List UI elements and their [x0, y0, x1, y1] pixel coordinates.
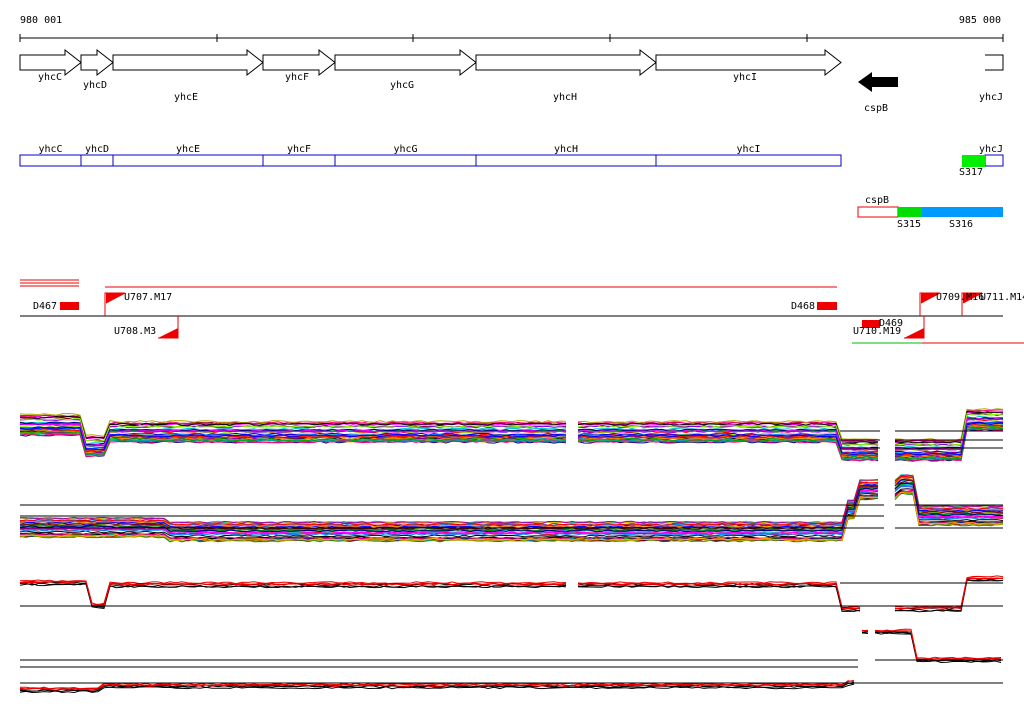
gene-label: yhcD — [83, 80, 107, 91]
gene-arrow-reverse — [858, 72, 898, 92]
axis-start: 980 001 — [20, 15, 62, 26]
feature-flag-fill — [106, 293, 125, 303]
segment-green — [898, 207, 922, 217]
gene-arrow — [262, 48, 336, 77]
gene-bar — [334, 154, 477, 167]
gene-label: yhcE — [174, 92, 198, 103]
gene-bar — [112, 154, 264, 167]
feature-label: U708.M3 — [114, 326, 156, 337]
feature-block — [817, 302, 837, 310]
gene-bar — [19, 154, 82, 167]
gene-label: yhcC — [38, 72, 62, 83]
gene-bar-label: yhcF — [287, 144, 311, 155]
gene-arrow — [19, 48, 82, 77]
gene-bar — [655, 154, 842, 167]
feature-flag-fill — [158, 328, 178, 338]
segment-blue — [922, 207, 1003, 217]
trace — [19, 417, 1004, 451]
trace — [19, 428, 1004, 462]
gene-arrow — [334, 48, 477, 77]
trace — [19, 482, 1004, 533]
trace — [19, 631, 1002, 693]
gene-bar-label: yhcJ — [979, 144, 1003, 155]
feature-flag-fill — [904, 328, 924, 338]
gene-bar — [984, 154, 1004, 167]
feature-block — [60, 302, 79, 310]
gene-bar-label: yhcG — [393, 144, 417, 155]
feature-label: U711.M14 — [980, 292, 1024, 303]
trace — [19, 422, 1004, 456]
gene-box — [985, 54, 1004, 71]
segment-label: S317 — [959, 167, 983, 178]
gene-label: yhcF — [285, 72, 309, 83]
trace — [19, 577, 1004, 610]
trace — [20, 489, 1004, 540]
gene-label: yhcH — [553, 92, 577, 103]
segment-label: S315 — [897, 219, 921, 230]
axis-end: 985 000 — [959, 15, 1001, 26]
transcript-label: cspB — [865, 195, 889, 206]
transcript-box — [857, 206, 899, 218]
gene-bar-label: yhcC — [38, 144, 62, 155]
feature-label: U709.M16 — [936, 292, 984, 303]
gene-arrow — [475, 48, 657, 77]
gene-label: yhcI — [733, 72, 757, 83]
gene-bar-label: yhcE — [176, 144, 200, 155]
gene-arrow — [655, 48, 842, 77]
gene-bar-label: yhcI — [736, 144, 760, 155]
gene-bar — [475, 154, 657, 167]
gene-bar — [262, 154, 336, 167]
trace — [19, 413, 1004, 446]
gene-arrow — [80, 48, 114, 77]
feature-flag-fill — [921, 293, 940, 303]
feature-label: D469 — [879, 318, 903, 329]
feature-label: D468 — [791, 301, 815, 312]
feature-block — [862, 320, 880, 328]
gene-bar — [80, 154, 114, 167]
trace — [19, 579, 1004, 613]
segment-green — [962, 155, 985, 167]
gene-bar-label: yhcH — [554, 144, 578, 155]
trace — [19, 426, 1004, 460]
gene-arrow — [112, 48, 264, 77]
gene-label: yhcG — [390, 80, 414, 91]
feature-label: D467 — [33, 301, 57, 312]
feature-label: U707.M17 — [124, 292, 172, 303]
trace — [19, 475, 1004, 526]
trace — [19, 491, 1004, 541]
gene-label: cspB — [864, 103, 888, 114]
segment-label: S316 — [949, 219, 973, 230]
gene-bar-label: yhcD — [85, 144, 109, 155]
gene-label: yhcJ — [979, 92, 1003, 103]
feature-flag-fill — [963, 293, 982, 303]
feature-label: U710.M19 — [853, 326, 901, 337]
